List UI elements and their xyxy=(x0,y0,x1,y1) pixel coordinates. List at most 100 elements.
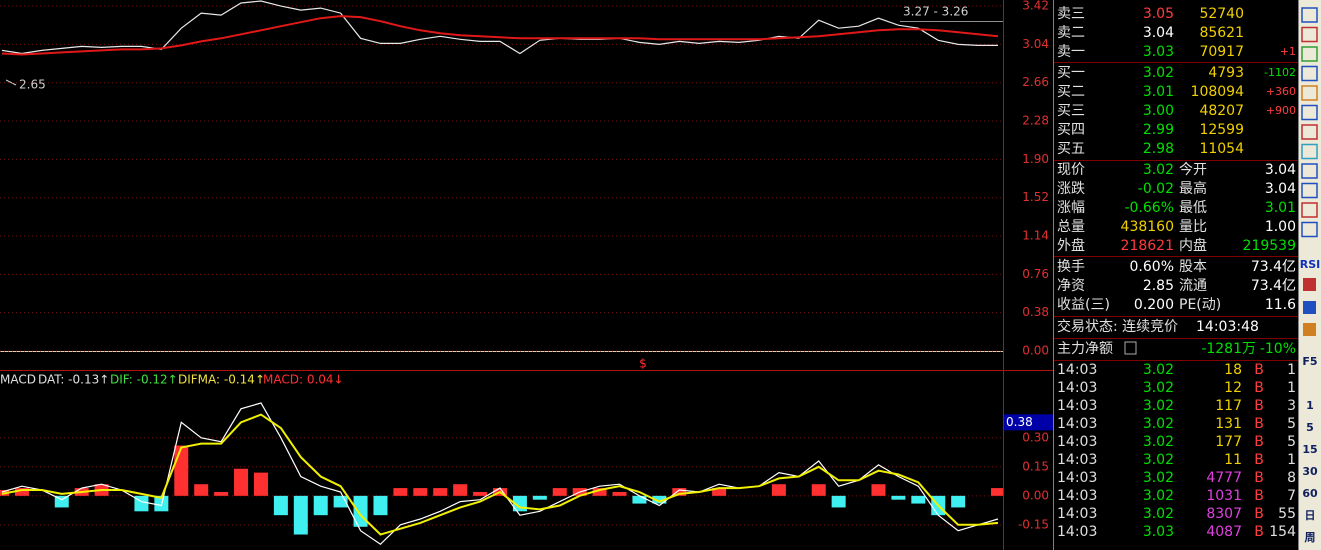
tick-count: 1 xyxy=(1287,452,1296,468)
stat-label: 现价 xyxy=(1057,162,1085,178)
toolbar-icon[interactable] xyxy=(1301,104,1318,121)
y-tick-label: -0.15 xyxy=(1018,517,1049,531)
stat-value: 0.200 xyxy=(1134,297,1174,313)
toolbar-button[interactable]: 日 xyxy=(1305,509,1316,522)
book-change: +360 xyxy=(1266,85,1296,98)
toolbar-icon[interactable] xyxy=(1301,85,1318,101)
histogram-bar xyxy=(14,488,29,496)
main-force-label: 主力净额 xyxy=(1057,341,1113,357)
toolbar-icon[interactable] xyxy=(1301,221,1318,238)
stat-value: 11.6 xyxy=(1265,297,1296,313)
histogram-bar xyxy=(373,495,388,516)
histogram-bar xyxy=(174,445,189,496)
stat-value: 438160 xyxy=(1121,219,1174,235)
status-label: 交易状态: 连续竞价 xyxy=(1057,318,1178,335)
histogram-bar xyxy=(54,495,69,508)
book-price: 3.04 xyxy=(1143,25,1174,41)
stat-label: 最低 xyxy=(1179,200,1207,216)
stat-label: 最高 xyxy=(1179,180,1207,197)
histogram-bar xyxy=(273,495,288,516)
tick-time: 14:03 xyxy=(1057,398,1097,414)
toolbar-button[interactable]: 5 xyxy=(1306,421,1314,434)
toolbar-icon[interactable] xyxy=(1301,46,1318,62)
tick-count: 1 xyxy=(1287,380,1296,396)
status-time: 14:03:48 xyxy=(1196,319,1259,335)
y-tick-label: 2.28 xyxy=(1022,114,1049,128)
book-label: 卖三 xyxy=(1057,6,1085,22)
book-volume: 48207 xyxy=(1199,103,1244,119)
toolbar-icon[interactable] xyxy=(1301,202,1318,218)
tick-time: 14:03 xyxy=(1057,524,1097,540)
book-volume: 12599 xyxy=(1199,122,1244,138)
tick-count: 5 xyxy=(1287,416,1296,432)
stat-value: 218621 xyxy=(1121,238,1174,254)
plot-area xyxy=(0,0,1003,352)
toolbar-icon[interactable] xyxy=(1301,143,1318,160)
stat-value: 3.04 xyxy=(1265,162,1296,178)
book-label: 买四 xyxy=(1057,122,1085,138)
y-tick-label: 0.76 xyxy=(1022,267,1049,281)
tick-price: 3.02 xyxy=(1143,398,1174,414)
toolbar-button[interactable]: 60 xyxy=(1302,487,1318,500)
tick-time: 14:03 xyxy=(1057,452,1097,468)
series-line xyxy=(1,0,998,55)
toolbar-icon[interactable] xyxy=(1301,182,1318,199)
series-line xyxy=(1,413,999,536)
stat-label: 量比 xyxy=(1179,219,1207,235)
stat-label: 涨幅 xyxy=(1057,200,1085,216)
toolbar-icon[interactable] xyxy=(1303,301,1316,314)
tick-time: 14:03 xyxy=(1057,416,1097,432)
book-label: 买三 xyxy=(1057,103,1085,119)
histogram-bar xyxy=(712,488,727,496)
histogram-bar xyxy=(313,495,328,516)
toolbar-button[interactable]: 1 xyxy=(1306,399,1314,412)
histogram-bar xyxy=(632,495,647,504)
legend-entry: MACD: 0.04↓ xyxy=(263,373,344,387)
toolbar-button[interactable]: RSI xyxy=(1300,258,1321,271)
histogram-bar xyxy=(652,495,667,504)
histogram-bar xyxy=(592,488,607,496)
book-volume: 52740 xyxy=(1199,6,1244,22)
book-price: 3.01 xyxy=(1143,84,1174,100)
tick-count: 8 xyxy=(1287,470,1296,486)
stat-value: 3.01 xyxy=(1265,200,1296,216)
highlight-label: 0.38 xyxy=(1006,415,1033,429)
tick-volume: 8307 xyxy=(1206,506,1242,522)
tick-side: B xyxy=(1254,470,1264,486)
tick-price: 3.02 xyxy=(1143,470,1174,486)
tick-volume: 1031 xyxy=(1206,488,1242,504)
toolbar-icon[interactable] xyxy=(1301,65,1318,82)
y-tick-label: 0.15 xyxy=(1022,459,1049,473)
annotation: $ xyxy=(639,357,647,371)
stat-value: 73.4亿 xyxy=(1251,259,1296,275)
stat-value: -0.66% xyxy=(1124,200,1174,216)
tick-volume: 4777 xyxy=(1206,470,1242,486)
chart-title: MACD xyxy=(0,373,36,387)
tick-side: B xyxy=(1254,380,1264,396)
toolbar-button[interactable]: 周 xyxy=(1305,531,1316,544)
book-price: 3.00 xyxy=(1143,103,1174,119)
tick-time: 14:03 xyxy=(1057,434,1097,450)
tick-price: 3.02 xyxy=(1143,488,1174,504)
stat-value: 3.02 xyxy=(1143,162,1174,178)
book-volume: 85621 xyxy=(1199,25,1244,41)
histogram-bar xyxy=(253,472,268,496)
book-price: 2.98 xyxy=(1143,141,1174,157)
book-change: +1 xyxy=(1280,45,1296,58)
toolbar-icon[interactable] xyxy=(1303,323,1316,336)
toolbar-icon[interactable] xyxy=(1301,124,1318,140)
histogram-bar xyxy=(194,484,209,496)
annotation: 3.27 - 3.26 xyxy=(903,5,968,19)
tick-side: B xyxy=(1254,452,1264,468)
tick-volume: 131 xyxy=(1215,416,1242,432)
toolbar-button[interactable]: F5 xyxy=(1302,355,1317,368)
toolbar-icon[interactable] xyxy=(1301,7,1318,23)
toolbar-icon[interactable] xyxy=(1303,278,1316,291)
main-force-value: -1281万 xyxy=(1201,341,1256,357)
toolbar-button[interactable]: 15 xyxy=(1302,443,1317,456)
toolbar-icon[interactable] xyxy=(1301,26,1318,43)
toolbar-icon[interactable] xyxy=(1301,163,1318,179)
toolbar-button[interactable]: 30 xyxy=(1302,465,1318,478)
